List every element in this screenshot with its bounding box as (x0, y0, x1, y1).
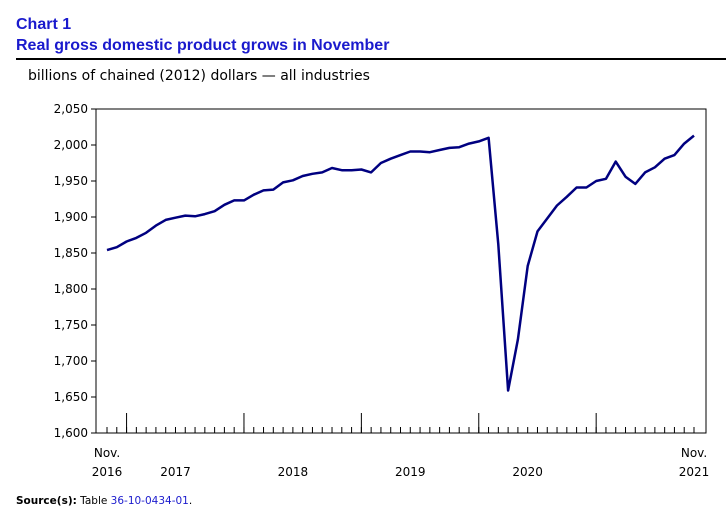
y-tick-label: 1,950 (54, 174, 88, 188)
source-suffix: . (188, 495, 193, 507)
y-tick-label: 1,700 (54, 354, 88, 368)
series-line-gdp (106, 134, 695, 392)
y-tick-label: 2,000 (54, 138, 88, 152)
y-tick-label: 1,750 (54, 318, 88, 332)
chart-number: Chart 1 (16, 16, 72, 33)
y-tick-label: 2,050 (54, 102, 88, 116)
y-tick-label: 1,800 (54, 282, 88, 296)
gdp-line-chart: 1,600 1,650 1,700 1,750 1,800 1,850 1,900 1,950… (54, 102, 710, 479)
plot-area (95, 108, 707, 434)
source-table-link[interactable]: 36-10-0434-01 (110, 495, 189, 507)
y-tick-label: 1,650 (54, 390, 88, 404)
source-note: Source(s): Table 36-10-0434-01. (16, 495, 192, 507)
chart-title: Real gross domestic product grows in Nov… (16, 37, 390, 54)
x-label-year: 2018 (278, 465, 309, 479)
x-label-year: 2020 (512, 465, 543, 479)
y-axis-label: billions of chained (2012) dollars — all… (28, 68, 370, 84)
y-tick-label: 1,850 (54, 246, 88, 260)
y-tick-label: 1,900 (54, 210, 88, 224)
x-label-month: Nov. (94, 446, 120, 460)
x-label-year: 2021 (679, 465, 710, 479)
x-label-year: 2016 (92, 465, 123, 479)
x-label-month: Nov. (681, 446, 707, 460)
source-prefix: Table (80, 495, 108, 507)
title-divider (16, 58, 726, 60)
x-label-year: 2019 (395, 465, 426, 479)
y-tick-label: 1,600 (54, 426, 88, 440)
source-label: Source(s): (16, 495, 77, 507)
x-label-year: 2017 (160, 465, 191, 479)
